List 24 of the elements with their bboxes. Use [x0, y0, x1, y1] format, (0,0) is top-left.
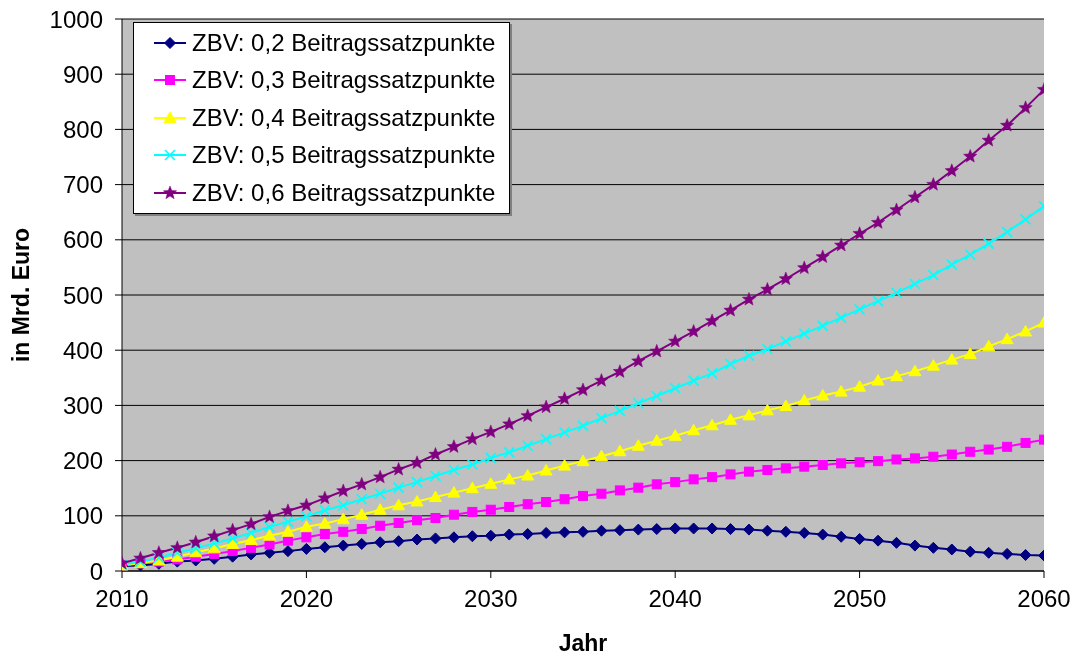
y-tick-label: 400 [62, 336, 103, 364]
x-tick-label: 2020 [279, 585, 334, 613]
legend-label: ZBV: 0,5 Beitragssatzpunkte [192, 141, 496, 170]
legend-label: ZBV: 0,3 Beitragssatzpunkte [192, 66, 496, 95]
y-tick-label: 700 [62, 171, 103, 199]
x-tick-label: 2030 [464, 585, 518, 613]
x-tick-label: 2040 [648, 585, 702, 613]
x-axis-title: Jahr [558, 630, 608, 656]
x-tick-label: 2060 [1017, 585, 1071, 613]
legend-label: ZBV: 0,2 Beitragssatzpunkte [192, 28, 496, 57]
y-tick-label: 900 [62, 60, 103, 88]
y-tick-label: 500 [62, 281, 103, 309]
y-tick-label: 100 [62, 502, 103, 530]
y-tick-label: 0 [89, 557, 103, 585]
y-tick-label: 1000 [49, 5, 103, 33]
x-tick-label: 2010 [95, 585, 149, 613]
y-tick-label: 600 [62, 226, 103, 254]
y-tick-label: 800 [62, 115, 103, 143]
x-tick-label: 2050 [832, 585, 887, 613]
legend-label: ZBV: 0,6 Beitragssatzpunkte [192, 178, 496, 207]
legend-label: ZBV: 0,4 Beitragssatzpunkte [192, 103, 496, 132]
y-tick-label: 200 [62, 447, 103, 475]
y-axis-title: in Mrd. Euro [8, 227, 34, 363]
y-tick-label: 300 [62, 391, 103, 419]
